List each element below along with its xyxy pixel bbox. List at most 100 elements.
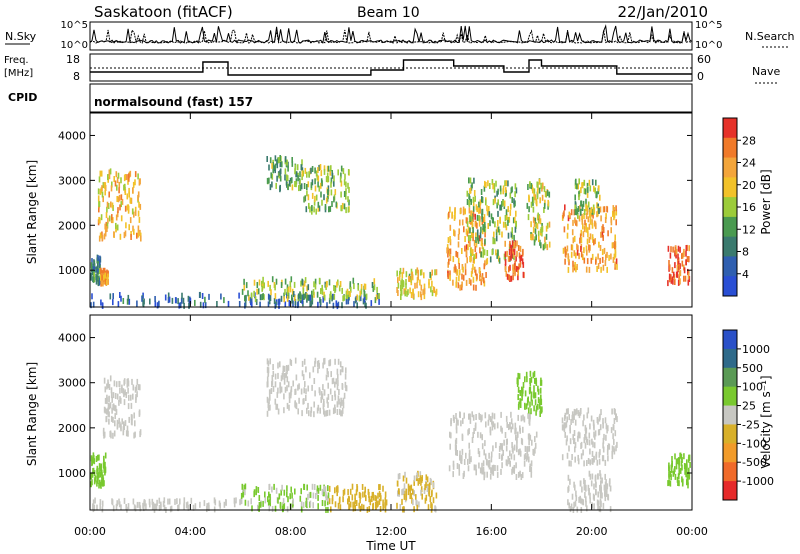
data-cell xyxy=(243,278,245,285)
data-cell xyxy=(689,461,691,468)
data-cell xyxy=(341,302,343,309)
data-cell xyxy=(354,297,357,304)
data-cell xyxy=(103,431,106,438)
data-cell xyxy=(316,360,319,367)
data-cell xyxy=(579,237,581,244)
data-cell xyxy=(589,233,592,240)
scatter-region-7 xyxy=(396,267,438,301)
data-cell xyxy=(506,250,508,257)
data-cell xyxy=(538,236,540,243)
data-cell xyxy=(573,235,576,242)
data-cell xyxy=(688,454,691,461)
data-cell xyxy=(337,502,340,509)
data-cell xyxy=(473,428,475,434)
scatter-region-6 xyxy=(303,164,350,215)
data-cell xyxy=(463,459,466,465)
data-cell xyxy=(199,501,201,508)
data-cell xyxy=(601,256,604,263)
data-cell xyxy=(491,249,494,256)
data-cell xyxy=(683,248,685,255)
data-cell xyxy=(91,471,94,478)
data-cell xyxy=(345,181,347,188)
data-cell xyxy=(485,421,487,428)
data-cell xyxy=(561,454,564,461)
data-cell xyxy=(534,392,537,399)
data-cell xyxy=(479,199,482,206)
data-cell xyxy=(349,488,352,495)
data-cell xyxy=(667,280,669,287)
colorbar-tick-label: 1000 xyxy=(742,343,770,356)
data-cell xyxy=(368,496,370,503)
data-cell xyxy=(470,255,472,262)
colorbar-tick-label: 100 xyxy=(742,381,763,394)
data-cell xyxy=(601,492,603,499)
data-cell xyxy=(482,224,484,230)
data-cell xyxy=(95,278,98,285)
data-cell xyxy=(416,267,419,274)
colorbar-tick-label: -100 xyxy=(742,437,767,450)
data-cell xyxy=(287,165,289,172)
data-cell xyxy=(100,269,102,276)
data-cell xyxy=(108,395,110,402)
data-cell xyxy=(143,500,145,507)
data-cell xyxy=(515,462,517,469)
data-cell xyxy=(323,165,326,172)
power-ylabel: Slant Range [km] xyxy=(25,160,39,264)
data-cell xyxy=(533,449,535,456)
data-cell xyxy=(427,504,430,511)
data-cell xyxy=(583,226,586,233)
data-cell xyxy=(306,190,308,197)
data-cell xyxy=(574,456,576,463)
data-cell xyxy=(115,381,118,388)
data-cell xyxy=(583,414,585,421)
data-cell xyxy=(306,484,308,491)
data-cell xyxy=(466,257,468,264)
data-cell xyxy=(286,491,288,498)
data-cell xyxy=(298,185,300,192)
data-cell xyxy=(601,477,603,484)
data-cell xyxy=(396,270,398,277)
data-cell xyxy=(456,269,459,276)
data-cell xyxy=(405,279,407,285)
data-cell xyxy=(597,502,600,509)
data-cell xyxy=(318,185,321,192)
data-cell xyxy=(497,249,499,256)
data-cell xyxy=(567,486,569,493)
data-cell xyxy=(299,179,301,186)
data-cell xyxy=(305,501,307,508)
data-cell xyxy=(433,287,436,294)
data-cell xyxy=(475,464,477,471)
data-cell xyxy=(681,464,683,471)
data-cell xyxy=(517,414,519,421)
data-cell xyxy=(580,208,582,215)
data-cell xyxy=(117,172,120,179)
data-cell xyxy=(688,245,690,252)
data-cell xyxy=(480,239,483,246)
velocity-data-layer xyxy=(90,357,691,513)
data-cell xyxy=(508,249,511,255)
data-cell xyxy=(470,198,472,205)
data-cell xyxy=(321,180,323,187)
data-cell xyxy=(223,297,225,304)
data-cell xyxy=(563,226,566,233)
data-cell xyxy=(508,266,510,273)
data-cell xyxy=(283,503,286,509)
data-cell xyxy=(189,297,192,304)
data-cell xyxy=(582,200,585,207)
data-cell xyxy=(294,388,297,395)
scatter-region-11 xyxy=(526,178,551,251)
data-cell xyxy=(539,239,541,246)
data-cell xyxy=(233,501,236,508)
data-cell xyxy=(670,464,673,471)
data-cell xyxy=(577,435,579,442)
data-cell xyxy=(405,494,408,501)
data-cell xyxy=(114,420,116,427)
data-cell xyxy=(99,170,102,177)
data-cell xyxy=(340,165,343,172)
data-cell xyxy=(517,245,520,251)
data-cell xyxy=(517,269,519,276)
data-cell xyxy=(261,285,263,292)
colorbar-swatch xyxy=(723,424,737,444)
data-cell xyxy=(602,418,604,425)
data-cell xyxy=(588,488,590,494)
